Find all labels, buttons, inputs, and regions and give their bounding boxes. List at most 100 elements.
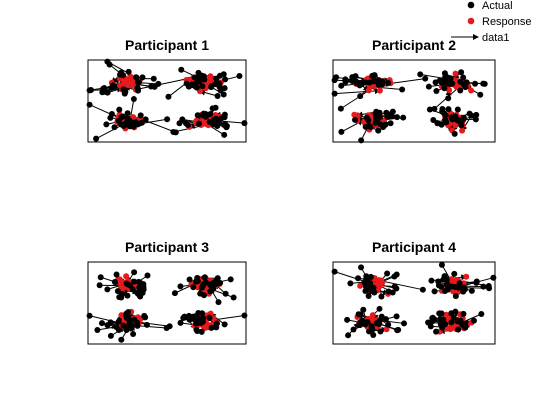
actual-point — [184, 122, 191, 129]
actual-point — [376, 305, 383, 312]
actual-point — [210, 121, 217, 128]
response-point — [117, 280, 124, 287]
actual-point — [196, 78, 203, 85]
actual-point — [185, 83, 192, 90]
actual-point — [212, 81, 219, 88]
actual-point — [449, 80, 456, 87]
actual-point — [200, 110, 207, 117]
actual-point — [137, 280, 144, 287]
actual-point — [395, 326, 402, 333]
actual-point — [468, 287, 475, 294]
actual-point — [426, 106, 433, 113]
actual-point — [194, 112, 201, 119]
response-point — [379, 279, 386, 286]
actual-point — [86, 101, 93, 108]
actual-point — [206, 314, 213, 321]
actual-point — [111, 124, 118, 131]
actual-point — [177, 283, 184, 290]
panel-title: Participant 2 — [372, 37, 456, 53]
actual-point — [432, 79, 439, 86]
actual-point — [366, 122, 373, 129]
actual-point — [460, 114, 467, 121]
actual-point — [213, 324, 220, 331]
actual-point — [221, 111, 228, 118]
actual-point — [166, 323, 173, 330]
actual-point — [131, 278, 138, 285]
actual-point — [338, 82, 345, 89]
actual-point — [210, 285, 217, 292]
legend-data1-label: data1 — [482, 32, 510, 44]
actual-point — [377, 328, 384, 335]
actual-point — [200, 73, 207, 80]
actual-point — [454, 106, 461, 113]
actual-point — [120, 86, 127, 93]
response-point — [127, 75, 134, 82]
actual-point — [125, 68, 132, 75]
actual-point — [449, 116, 456, 123]
actual-point — [351, 116, 358, 123]
actual-point — [342, 76, 349, 83]
actual-point — [433, 328, 440, 335]
actual-point — [179, 116, 186, 123]
actual-point — [221, 321, 228, 328]
actual-point — [442, 288, 449, 295]
actual-point — [430, 116, 437, 123]
actual-point — [124, 281, 131, 288]
actual-point — [124, 110, 131, 117]
actual-points — [86, 269, 248, 343]
actual-point — [195, 69, 202, 76]
legend-response-label: Response — [482, 16, 532, 28]
actual-point — [93, 135, 100, 142]
actual-point — [428, 277, 435, 284]
actual-point — [472, 116, 479, 123]
actual-point — [455, 318, 462, 325]
actual-point — [116, 106, 123, 113]
actual-point — [431, 105, 438, 112]
actual-point — [139, 289, 146, 296]
actual-point — [170, 129, 177, 136]
actual-point — [190, 284, 197, 291]
actual-point — [199, 310, 206, 317]
actual-point — [433, 88, 440, 95]
actual-point — [443, 119, 450, 126]
panel-title: Participant 3 — [125, 239, 209, 255]
actual-point — [358, 137, 365, 144]
actual-point — [344, 316, 351, 323]
actual-point — [357, 321, 364, 328]
actual-point — [367, 273, 374, 280]
actual-point — [177, 319, 184, 326]
actual-point — [399, 86, 406, 93]
panels: Participant 1 Participant 2 Participant 3 P… — [86, 37, 497, 345]
response-point — [383, 326, 390, 333]
response-point — [452, 70, 459, 77]
actual-point — [134, 319, 141, 326]
response-point — [202, 118, 209, 125]
actual-point — [331, 268, 338, 275]
actual-point — [86, 312, 93, 319]
actual-point — [104, 89, 111, 96]
actual-point — [350, 326, 357, 333]
actual-point — [236, 73, 243, 80]
actual-point — [385, 321, 392, 328]
actual-point — [452, 293, 459, 300]
actual-point — [199, 318, 206, 325]
actual-point — [438, 261, 445, 268]
axes-frame — [332, 59, 496, 143]
actual-point — [115, 318, 122, 325]
actual-point — [370, 331, 377, 338]
response-point — [450, 288, 457, 295]
actual-point — [368, 323, 375, 330]
actual-point — [473, 111, 480, 118]
axes-frame — [87, 59, 247, 143]
actual-point — [458, 69, 465, 76]
response-point — [351, 111, 358, 118]
actual-point — [460, 310, 467, 317]
actual-point — [222, 76, 229, 83]
actual-point — [104, 58, 111, 65]
actual-point — [338, 128, 345, 135]
actual-point — [375, 77, 382, 84]
actual-point — [198, 328, 205, 335]
actual-point — [360, 306, 367, 313]
actual-point — [362, 280, 369, 287]
actual-point — [137, 112, 144, 119]
